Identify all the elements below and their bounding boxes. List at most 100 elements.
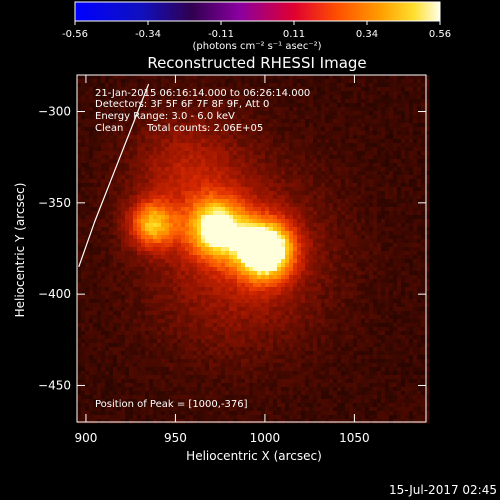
heatmap-cell	[257, 195, 262, 200]
heatmap-cell	[141, 263, 146, 268]
heatmap-cell	[265, 75, 270, 80]
heatmap-cell	[193, 115, 198, 120]
heatmap-cell	[117, 271, 122, 276]
heatmap-cell	[385, 95, 390, 100]
heatmap-cell	[365, 163, 370, 168]
heatmap-cell	[425, 143, 430, 148]
heatmap-cell	[225, 255, 230, 260]
heatmap-cell	[389, 239, 394, 244]
heatmap-cell	[81, 223, 86, 228]
heatmap-cell	[413, 271, 418, 276]
heatmap-cell	[97, 115, 102, 120]
heatmap-cell	[373, 131, 378, 136]
heatmap-cell	[113, 107, 118, 112]
heatmap-cell	[205, 103, 210, 108]
heatmap-cell	[217, 251, 222, 256]
heatmap-cell	[361, 187, 366, 192]
heatmap-cell	[145, 279, 150, 284]
heatmap-cell	[213, 263, 218, 268]
heatmap-cell	[177, 163, 182, 168]
heatmap-cell	[373, 155, 378, 160]
heatmap-cell	[165, 103, 170, 108]
heatmap-cell	[229, 167, 234, 172]
heatmap-cell	[305, 215, 310, 220]
heatmap-cell	[365, 295, 370, 300]
heatmap-cell	[229, 123, 234, 128]
heatmap-cell	[229, 291, 234, 296]
heatmap-cell	[213, 83, 218, 88]
heatmap-cell	[89, 211, 94, 216]
heatmap-cell	[381, 235, 386, 240]
heatmap-cell	[137, 139, 142, 144]
heatmap-cell	[373, 255, 378, 260]
heatmap-cell	[189, 123, 194, 128]
heatmap-cell	[121, 83, 126, 88]
heatmap-cell	[349, 231, 354, 236]
heatmap-cell	[233, 151, 238, 156]
heatmap-cell	[157, 135, 162, 140]
heatmap-cell	[369, 239, 374, 244]
heatmap-cell	[289, 287, 294, 292]
heatmap-cell	[205, 239, 210, 244]
heatmap-cell	[217, 231, 222, 236]
heatmap-cell	[185, 115, 190, 120]
heatmap-cell	[285, 111, 290, 116]
heatmap-cell	[205, 151, 210, 156]
heatmap-cell	[141, 199, 146, 204]
heatmap-cell	[353, 187, 358, 192]
heatmap-cell	[425, 115, 430, 120]
heatmap-cell	[145, 275, 150, 280]
heatmap-cell	[117, 155, 122, 160]
heatmap-cell	[305, 79, 310, 84]
heatmap-cell	[361, 83, 366, 88]
heatmap-cell	[169, 287, 174, 292]
heatmap-cell	[301, 207, 306, 212]
heatmap-cell	[301, 163, 306, 168]
heatmap-cell	[237, 167, 242, 172]
heatmap-cell	[89, 223, 94, 228]
heatmap-cell	[225, 259, 230, 264]
heatmap-cell	[157, 187, 162, 192]
heatmap-cell	[253, 199, 258, 204]
heatmap-cell	[269, 91, 274, 96]
heatmap-cell	[97, 119, 102, 124]
heatmap-cell	[181, 283, 186, 288]
heatmap-cell	[393, 267, 398, 272]
heatmap-cell	[389, 291, 394, 296]
heatmap-cell	[285, 259, 290, 264]
heatmap-cell	[309, 187, 314, 192]
heatmap-cell	[117, 199, 122, 204]
heatmap-cell	[97, 111, 102, 116]
heatmap-cell	[349, 83, 354, 88]
heatmap-cell	[369, 287, 374, 292]
heatmap-cell	[81, 271, 86, 276]
heatmap-cell	[117, 287, 122, 292]
heatmap-cell	[333, 135, 338, 140]
heatmap-cell	[257, 203, 262, 208]
heatmap-cell	[125, 219, 130, 224]
heatmap-cell	[157, 151, 162, 156]
heatmap-cell	[137, 239, 142, 244]
heatmap-cell	[117, 295, 122, 300]
heatmap-cell	[117, 131, 122, 136]
heatmap-cell	[289, 239, 294, 244]
heatmap-cell	[405, 267, 410, 272]
heatmap-cell	[413, 259, 418, 264]
heatmap-cell	[357, 191, 362, 196]
heatmap-cell	[317, 295, 322, 300]
heatmap-cell	[317, 211, 322, 216]
heatmap-cell	[401, 183, 406, 188]
heatmap-cell	[177, 167, 182, 172]
heatmap-cell	[421, 127, 426, 132]
heatmap-cell	[101, 167, 106, 172]
heatmap-cell	[277, 219, 282, 224]
heatmap-cell	[177, 215, 182, 220]
heatmap-cell	[297, 223, 302, 228]
heatmap-cell	[425, 251, 430, 256]
heatmap-cell	[257, 147, 262, 152]
heatmap-cell	[201, 211, 206, 216]
heatmap-cell	[197, 91, 202, 96]
heatmap-cell	[85, 159, 90, 164]
heatmap-cell	[281, 215, 286, 220]
heatmap-cell	[129, 195, 134, 200]
